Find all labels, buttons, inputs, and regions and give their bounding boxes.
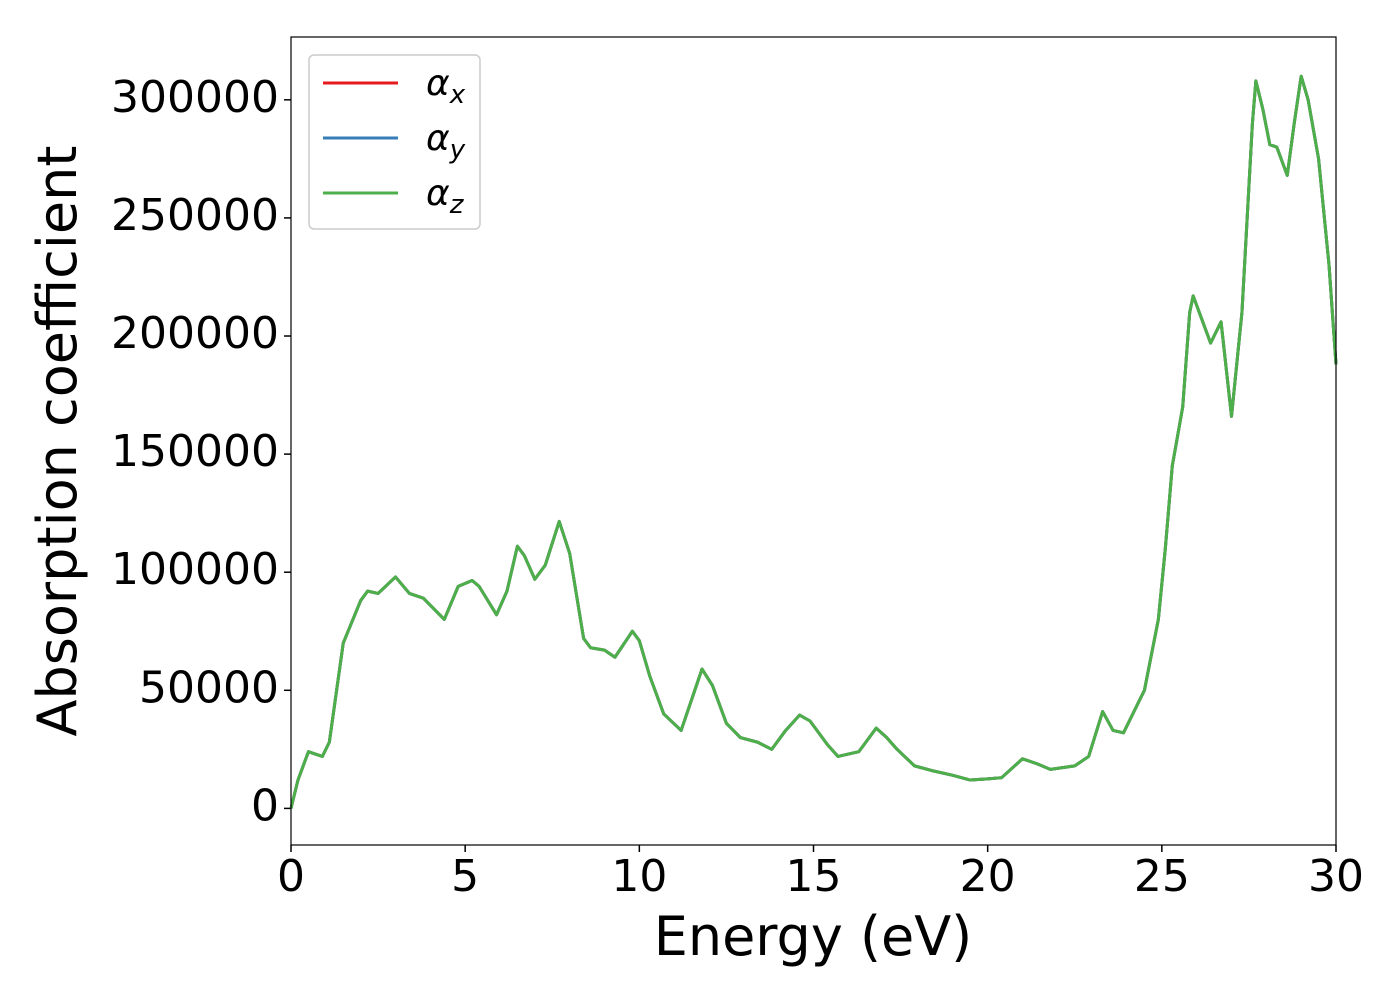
- y-tick-label: 0: [251, 780, 279, 831]
- legend-label: αy: [426, 118, 466, 165]
- x-tick-label: 10: [611, 851, 667, 902]
- x-tick-label: 0: [277, 851, 305, 902]
- plot-frame: [290, 36, 1337, 846]
- series-line: [289, 74, 1338, 809]
- y-axis-label: Absorption coefficient: [26, 146, 89, 737]
- x-tick-label: 30: [1308, 851, 1364, 902]
- y-tick-label: 100000: [111, 544, 279, 595]
- y-tick-label: 300000: [111, 72, 279, 123]
- y-tick-label: 200000: [111, 308, 279, 359]
- y-tick-label: 150000: [111, 426, 279, 477]
- legend-label: αx: [426, 63, 466, 110]
- legend-box: [308, 54, 481, 230]
- x-axis-label: Energy (eV): [654, 905, 973, 968]
- legend-label: αz: [426, 173, 465, 220]
- x-tick-label: 15: [786, 851, 842, 902]
- x-tick-label: 25: [1134, 851, 1190, 902]
- x-tick-label: 20: [960, 851, 1016, 902]
- x-tick-label: 5: [451, 851, 479, 902]
- y-tick-label: 250000: [111, 190, 279, 241]
- y-tick-label: 50000: [139, 662, 279, 713]
